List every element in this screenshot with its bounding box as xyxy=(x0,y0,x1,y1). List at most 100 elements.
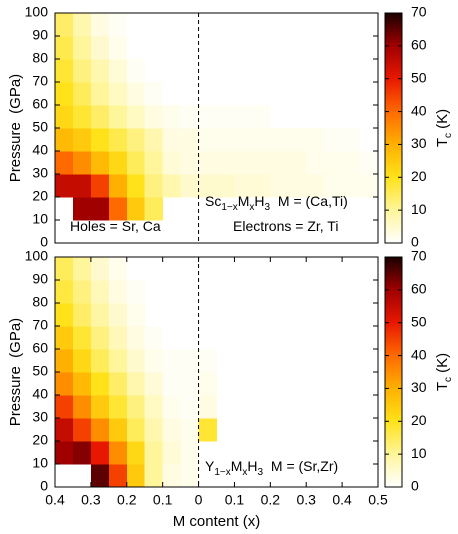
text-part: M = (Sr,Zr) xyxy=(263,458,338,474)
colorbar-tick-label: 50 xyxy=(411,313,427,329)
heat-cell xyxy=(126,105,146,129)
heat-cell xyxy=(324,151,343,175)
text-part: M xyxy=(231,458,243,474)
heat-cell xyxy=(55,151,74,175)
heat-cell xyxy=(288,128,307,152)
heat-cell xyxy=(144,105,164,129)
heat-cell xyxy=(162,441,182,465)
heat-cell xyxy=(144,326,164,350)
heat-cell xyxy=(72,128,92,152)
heat-cell xyxy=(180,174,199,198)
colorbar-tick-label: 50 xyxy=(411,69,427,85)
heat-cell xyxy=(144,174,164,198)
heat-cell xyxy=(55,257,74,281)
heat-cell xyxy=(180,349,199,373)
heat-cell xyxy=(72,372,92,396)
colorbar-tick-label: 40 xyxy=(411,346,427,362)
heat-cell xyxy=(90,36,110,60)
colorbar xyxy=(384,256,403,488)
heat-cell xyxy=(108,349,128,373)
colorbar-tick-label: 70 xyxy=(411,248,427,264)
x-tick-label: 0.1 xyxy=(153,492,173,508)
heat-cell xyxy=(252,174,271,198)
y-tick-label: 60 xyxy=(32,340,48,356)
y-tick-label: 40 xyxy=(32,142,48,158)
x-tick-label: 0.4 xyxy=(332,492,352,508)
subscript: 3 xyxy=(258,467,264,478)
heat-cell xyxy=(126,395,146,419)
heat-cell xyxy=(72,59,92,83)
heat-cell xyxy=(126,59,146,83)
y-tick-label: 90 xyxy=(32,27,48,43)
heat-cell xyxy=(72,197,92,221)
annotation: Tc (K) xyxy=(434,109,454,147)
x-tick-label: 0.4 xyxy=(45,492,65,508)
heat-cell xyxy=(180,441,199,465)
colorbar-tick-label: 70 xyxy=(411,4,427,20)
y-tick-label: 30 xyxy=(32,409,48,425)
heat-cell xyxy=(55,13,74,37)
colorbar-tick-label: 30 xyxy=(411,135,427,151)
y-axis-label: Pressure (GPa) xyxy=(7,74,24,182)
y-tick-label: 20 xyxy=(32,188,48,204)
heat-cell xyxy=(180,395,199,419)
annotation: Electrons = Zr, Ti xyxy=(233,218,338,234)
heat-cell xyxy=(144,372,164,396)
heat-cell xyxy=(180,372,199,396)
y-tick-label: 50 xyxy=(32,363,48,379)
heat-cell xyxy=(55,303,74,327)
heat-cell xyxy=(234,151,253,175)
heat-cell xyxy=(162,349,182,373)
heat-cell xyxy=(288,174,307,198)
x-tick-label: 0 xyxy=(195,492,203,508)
heat-cell xyxy=(144,197,164,221)
annotation: Holes = Sr, Ca xyxy=(70,218,161,234)
heat-cell xyxy=(144,464,164,488)
heat-cell xyxy=(72,303,92,327)
heat-cell xyxy=(72,441,92,465)
heat-cell xyxy=(108,395,128,419)
heat-cell xyxy=(270,151,289,175)
heat-cell xyxy=(72,151,92,175)
heat-cell xyxy=(55,280,74,304)
heat-cell xyxy=(306,174,325,198)
heat-cell xyxy=(342,174,361,198)
y-tick-label: 90 xyxy=(32,271,48,287)
annotation: Sc1−xMxH3 M = (Ca,Ti) xyxy=(205,193,348,213)
text-part: (K) xyxy=(434,109,451,133)
heat-cell xyxy=(108,105,128,129)
heat-cell xyxy=(72,280,92,304)
heat-cell xyxy=(162,464,182,488)
heat-cell xyxy=(108,13,128,37)
y-tick-label: 0 xyxy=(40,478,48,494)
heat-cell xyxy=(144,151,164,175)
y-tick-label: 10 xyxy=(32,455,48,471)
heat-cell xyxy=(55,105,74,129)
heat-cell xyxy=(360,174,379,198)
heat-cell xyxy=(162,372,182,396)
heat-cell xyxy=(108,257,128,281)
heat-cell xyxy=(90,418,110,442)
heat-cell xyxy=(144,395,164,419)
subscript: 1−x xyxy=(214,467,230,478)
y-tick-label: 60 xyxy=(32,96,48,112)
heat-cell xyxy=(162,174,182,198)
heat-cell xyxy=(144,418,164,442)
colorbar xyxy=(384,12,403,244)
heat-cell xyxy=(55,418,74,442)
x-tick-label: 0.3 xyxy=(81,492,101,508)
heat-cell xyxy=(252,151,271,175)
y-tick-label: 70 xyxy=(32,73,48,89)
heat-cell xyxy=(216,174,235,198)
heat-cell xyxy=(126,441,146,465)
subscript: 3 xyxy=(265,202,271,213)
colorbar-tick-label: 0 xyxy=(411,234,419,250)
heat-cell xyxy=(198,174,217,198)
subscript: c xyxy=(443,377,454,382)
y-tick-label: 0 xyxy=(40,234,48,250)
colorbar-tick-label: 60 xyxy=(411,281,427,297)
heat-cell xyxy=(72,13,92,37)
y-tick-label: 30 xyxy=(32,165,48,181)
heat-cell xyxy=(126,326,146,350)
annotation: Y1−xMxH3 M = (Sr,Zr) xyxy=(205,458,338,478)
